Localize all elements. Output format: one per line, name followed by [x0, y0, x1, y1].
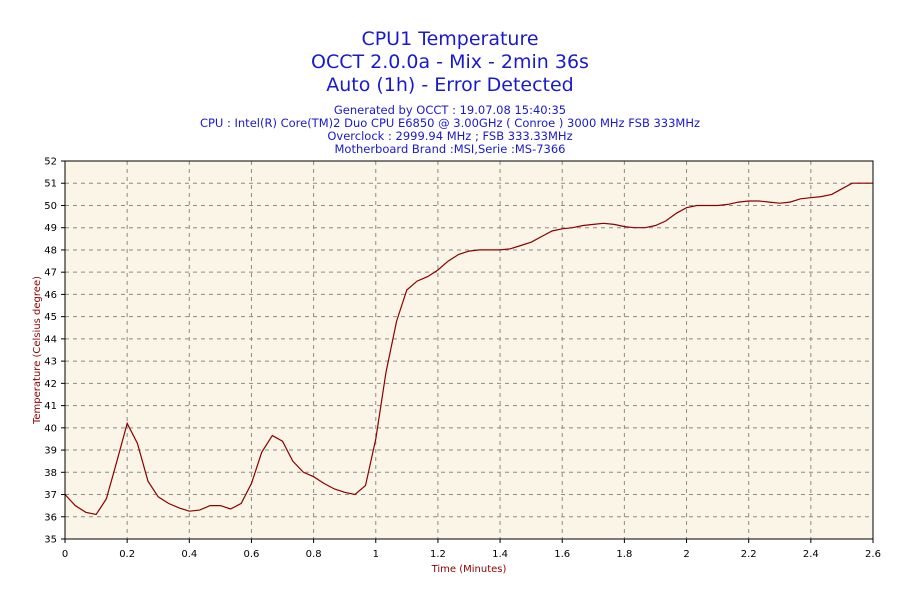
y-tick-label: 44	[44, 334, 57, 345]
plot-area	[65, 161, 873, 539]
y-tick-label: 36	[44, 512, 57, 523]
x-tick-label: 1.2	[430, 549, 446, 560]
y-tick-label: 50	[44, 201, 57, 212]
y-tick-label: 46	[44, 290, 57, 301]
info-generated-by: Generated by OCCT : 19.07.08 15:40:35	[334, 103, 566, 117]
x-tick-label: 2.4	[803, 549, 819, 560]
info-overclock: Overclock : 2999.94 MHz ; FSB 333.33MHz	[327, 129, 572, 143]
x-axis-label: Time (Minutes)	[431, 564, 507, 575]
x-tick-label: 1	[373, 549, 379, 560]
x-tick-label: 1.8	[616, 549, 632, 560]
x-tick-label: 0.6	[244, 549, 260, 560]
x-tick-label: 2.2	[741, 549, 757, 560]
x-tick-label: 1.6	[554, 549, 570, 560]
y-tick-label: 41	[44, 401, 57, 412]
x-tick-label: 0.8	[306, 549, 322, 560]
y-tick-label: 51	[44, 179, 57, 190]
y-axis-label: Temperature (Celsius degree)	[32, 276, 43, 425]
y-tick-label: 38	[44, 468, 57, 479]
plot-border	[64, 160, 874, 540]
y-tick-label: 43	[44, 357, 57, 368]
y-tick-label: 49	[44, 223, 57, 234]
axis-ticks: 0 0.2 0.4 0.6 0.8 1 1.2 1.4 1.6 1.8 2 2.2 2.4 2.6 35 36…	[44, 157, 881, 561]
temperature-series-line	[64, 182, 873, 516]
y-tick-label: 39	[44, 446, 57, 457]
y-tick-label: 52	[44, 157, 57, 168]
y-tick-label: 48	[44, 245, 57, 256]
chart-info: Generated by OCCT : 19.07.08 15:40:35 CP…	[200, 103, 700, 156]
y-tick-label: 47	[44, 268, 57, 279]
chart-title-line-3: Auto (1h) - Error Detected	[326, 74, 574, 96]
info-cpu: CPU : Intel(R) Core(TM)2 Duo CPU E6850 @…	[200, 116, 700, 130]
x-tick-label: 0.4	[181, 549, 197, 560]
chart-title-line-1: CPU1 Temperature	[361, 28, 538, 50]
grid-lines	[65, 161, 873, 539]
y-tick-label: 45	[44, 312, 57, 323]
y-tick-label: 37	[44, 490, 57, 501]
chart-title: CPU1 Temperature OCCT 2.0.0a - Mix - 2mi…	[311, 28, 589, 96]
x-tick-label: 1.4	[492, 549, 508, 560]
x-tick-label: 0.2	[119, 549, 135, 560]
y-tick-label: 40	[44, 423, 57, 434]
x-tick-label: 2	[683, 549, 689, 560]
y-tick-label: 35	[44, 535, 57, 546]
x-tick-label: 0	[62, 549, 68, 560]
x-tick-label: 2.6	[865, 549, 881, 560]
chart-title-line-2: OCCT 2.0.0a - Mix - 2min 36s	[311, 51, 589, 73]
y-tick-label: 42	[44, 379, 57, 390]
info-motherboard: Motherboard Brand :MSI,Serie :MS-7366	[334, 142, 565, 156]
